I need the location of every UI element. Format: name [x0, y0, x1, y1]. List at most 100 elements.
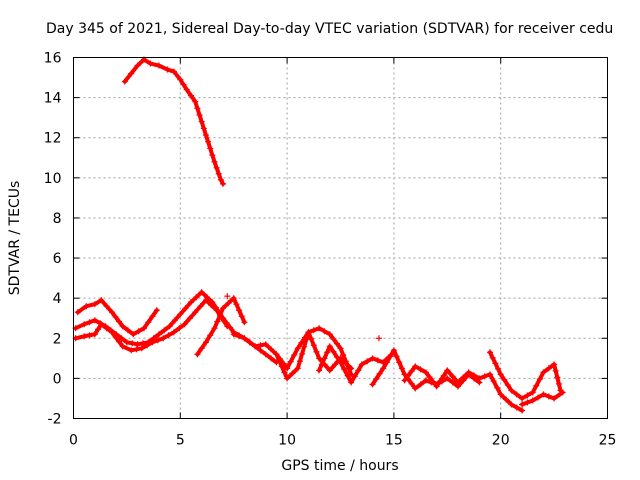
- data-point: [326, 331, 333, 338]
- data-point: [273, 351, 280, 358]
- x-tick-label: 0: [69, 433, 78, 449]
- data-point: [545, 365, 552, 372]
- data-point: [316, 367, 323, 374]
- data-point: [211, 325, 218, 332]
- data-point: [408, 368, 415, 375]
- data-point: [340, 351, 347, 358]
- data-point: [412, 363, 419, 370]
- data-point: [95, 326, 102, 333]
- data-point: [545, 393, 552, 400]
- data-point: [299, 350, 306, 357]
- data-point: [202, 339, 209, 346]
- data-point: [417, 381, 424, 388]
- data-point: [460, 374, 467, 381]
- data-point: [197, 303, 204, 310]
- data-point: [108, 309, 115, 316]
- data-point: [501, 376, 508, 383]
- data-point: [208, 302, 215, 309]
- data-point: [396, 359, 403, 366]
- data-point: [341, 366, 348, 373]
- data-point: [495, 365, 502, 372]
- data-point: [289, 370, 296, 377]
- data-point: [380, 365, 387, 372]
- data-point: [471, 372, 477, 379]
- data-point: [207, 332, 214, 339]
- data-point: [351, 373, 358, 380]
- y-axis-label: SDTVAR / TECUs: [7, 181, 23, 296]
- data-point: [139, 340, 146, 347]
- data-point: [333, 340, 340, 347]
- axis-ticks: 0 5 10 15 20 25 -2 0 2 4 6 8 10 12 14 16: [44, 51, 617, 449]
- data-point: [86, 332, 93, 339]
- data-point: [116, 318, 123, 325]
- data-point: [217, 176, 224, 183]
- data-point: [369, 355, 376, 362]
- data-point: [155, 331, 162, 338]
- data-point: [214, 318, 221, 325]
- data-point: [144, 342, 151, 349]
- data-point: [116, 338, 123, 345]
- data-point: [454, 379, 461, 386]
- data-point: [364, 358, 371, 365]
- data-point: [138, 345, 145, 352]
- data-point: [215, 170, 222, 177]
- data-point: [348, 379, 355, 386]
- data-point: [134, 341, 141, 348]
- data-point: [310, 342, 317, 349]
- data-point: [118, 335, 125, 342]
- data-point: [430, 378, 437, 385]
- data-point: [536, 376, 543, 383]
- data-point: [160, 335, 167, 342]
- data-point: [103, 325, 110, 332]
- data-point: [524, 392, 531, 399]
- data-point: [91, 317, 98, 324]
- data-point: [301, 343, 308, 350]
- data-point: [332, 361, 339, 368]
- data-point: [74, 309, 81, 316]
- data-point: [171, 317, 178, 324]
- data-point: [149, 339, 156, 346]
- data-point: [497, 371, 504, 378]
- data-point: [134, 62, 141, 69]
- data-point: [358, 361, 365, 368]
- data-point: [513, 391, 520, 398]
- data-point: [246, 339, 253, 346]
- data-point: [535, 394, 542, 401]
- data-point: [330, 335, 337, 342]
- data-point: [494, 384, 501, 391]
- data-point: [308, 335, 315, 342]
- data-point: [345, 364, 352, 371]
- data-point: [437, 378, 444, 385]
- data-point: [504, 382, 511, 389]
- data-point: [170, 68, 177, 75]
- data-point: [310, 327, 317, 334]
- x-tick-label: 15: [385, 433, 403, 449]
- data-point: [81, 333, 88, 340]
- data-point: [129, 340, 136, 347]
- data-point: [540, 369, 547, 376]
- y-tick-label: 10: [44, 171, 62, 187]
- data-point: [186, 315, 193, 322]
- data-point: [220, 180, 227, 187]
- data-point: [465, 369, 472, 376]
- data-point: [503, 396, 510, 403]
- series-line-arc-8: [317, 344, 396, 385]
- data-point: [193, 294, 200, 301]
- data-point: [373, 376, 380, 383]
- data-point: [165, 332, 172, 339]
- data-point: [194, 105, 201, 112]
- data-point: [529, 389, 536, 396]
- data-point: [209, 152, 216, 159]
- data-point: [198, 118, 205, 125]
- data-point: [83, 303, 90, 310]
- data-point: [481, 373, 488, 380]
- data-point: [241, 319, 248, 326]
- data-point: [252, 343, 259, 350]
- data-point: [241, 335, 248, 342]
- data-point: [337, 359, 344, 366]
- data-point: [552, 367, 559, 374]
- data-point: [519, 407, 526, 414]
- data-point: [318, 361, 325, 368]
- data-point: [108, 329, 115, 336]
- data-point: [192, 309, 199, 316]
